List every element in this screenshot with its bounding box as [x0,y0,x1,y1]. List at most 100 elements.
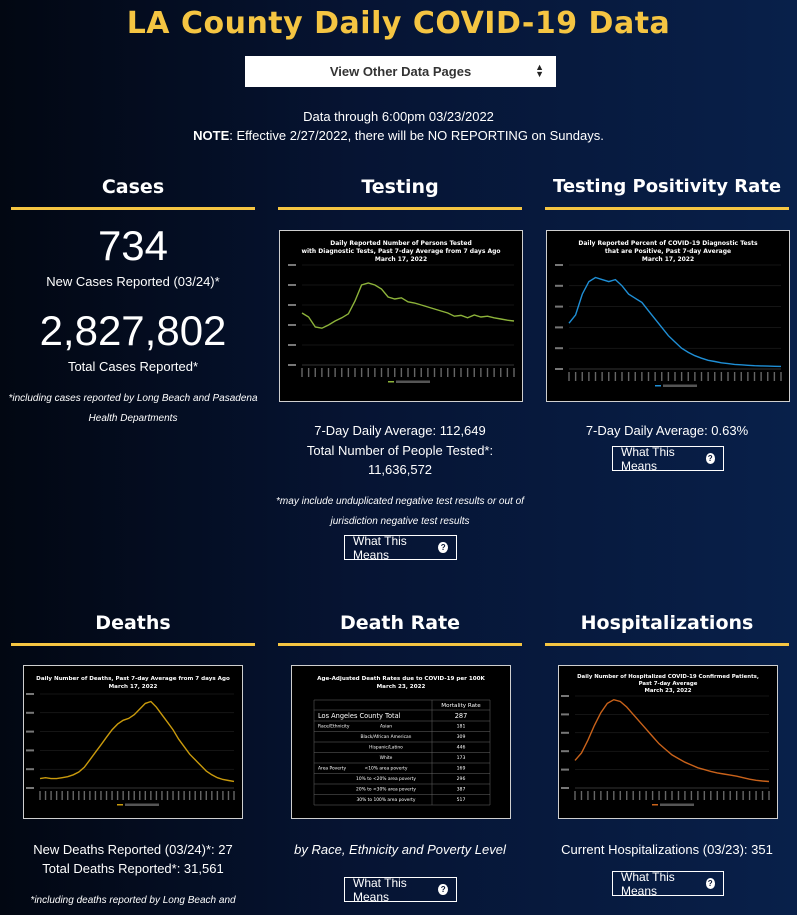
x-tick [773,372,776,381]
new-cases-label: New Cases Reported (03/24)* [46,274,220,289]
x-tick [601,372,603,381]
hosp-chart-title-2: Past 7-day Average [639,681,698,687]
x-tick [227,791,230,800]
x-tick [89,791,91,800]
hosp-what-this-means-button[interactable]: What This Means? [612,870,724,898]
button-label: What This Means [621,444,675,473]
death-rate-chart[interactable]: Age-Adjusted Death Rates due to COVID-19… [291,665,511,819]
hospitalizations-divider [545,643,789,646]
x-tick [716,791,718,800]
total-cases-value: 2,827,802 [39,307,227,354]
x-tick [83,791,86,800]
question-icon: ? [705,878,715,889]
x-tick [619,791,621,800]
x-tick [768,791,770,800]
x-tick [735,791,738,800]
y-tick [555,347,563,350]
x-tick [780,372,782,381]
x-tick [587,791,589,800]
x-tick [39,791,41,800]
legend-label [125,803,159,806]
chevron-updown-icon: ▲ ▼ [535,62,544,79]
testing-what-this-means-button[interactable]: What This Means? [344,534,457,562]
testing-chart-title-1: Daily Reported Number of Persons Tested [330,240,472,247]
x-tick [466,368,469,377]
x-tick [314,368,316,377]
y-tick [561,731,569,734]
x-tick [341,368,343,377]
y-tick [288,324,296,326]
select-label: View Other Data Pages [329,64,472,79]
x-tick [447,368,449,377]
x-tick [94,791,97,800]
x-tick [574,791,576,800]
y-tick [26,787,34,789]
x-tick [427,368,429,377]
x-tick [172,791,174,800]
x-tick [205,791,207,800]
y-tick [26,711,34,714]
death-rate-what-this-means-button[interactable]: What This Means? [344,875,457,904]
x-tick [638,791,641,800]
x-tick [61,791,63,800]
x-tick [690,791,693,800]
positivity-chart[interactable]: Daily Reported Percent of COVID-19 Diagn… [546,230,790,402]
x-tick [694,372,696,381]
question-icon: ? [438,542,448,553]
x-tick [493,368,495,377]
hospitalizations-chart[interactable]: Daily Number of Hospitalized COVID-19 Co… [558,665,778,819]
legend-swatch [652,804,658,806]
x-tick [661,372,663,381]
hosp-series-line [574,698,770,783]
positivity-chart-axes [555,264,782,387]
y-tick [561,768,569,771]
x-tick [360,368,363,377]
x-tick [697,791,699,800]
x-tick [723,791,725,800]
death-rate-chart-title-2: March 23, 2022 [377,684,426,690]
testing-chart-axes [288,264,515,383]
x-tick [387,368,389,377]
x-tick [677,791,680,800]
table-row-label: 10% to <20% area poverty [356,776,416,782]
table-group: Area Poverty [318,766,347,772]
x-tick [216,791,219,800]
x-tick [78,791,80,800]
x-tick [122,791,124,800]
x-tick [627,372,630,381]
x-tick [394,368,396,377]
x-tick [211,791,213,800]
deaths-chart[interactable]: Daily Number of Deaths, Past 7-day Avera… [23,665,243,819]
testing-chart[interactable]: Daily Reported Number of Persons Tested … [279,230,523,402]
x-tick [307,368,310,377]
x-tick [222,791,224,800]
x-tick [626,791,628,800]
y-tick [561,713,569,716]
button-label: What This Means [353,875,407,904]
x-tick [606,791,609,800]
y-tick [561,787,569,789]
x-tick [684,791,686,800]
table-row-value: 296 [457,776,466,782]
cases-heading: Cases [101,176,165,198]
table-row-label: 30% to 100% area poverty [357,797,416,803]
x-tick [664,791,667,800]
testing-divider [278,207,522,210]
x-tick [301,368,303,377]
x-tick [667,372,670,381]
table-row-label: <10% area poverty [365,766,408,772]
positivity-chart-title-3: March 17, 2022 [642,256,694,263]
y-tick [288,364,296,366]
data-pages-select[interactable]: View Other Data Pages ▲ ▼ [245,56,556,87]
x-tick [645,791,647,800]
x-tick [641,372,643,381]
death-rate-divider [278,643,522,646]
death-rate-heading: Death Rate [339,612,461,634]
y-tick [288,344,296,346]
x-tick [233,791,235,800]
x-tick [680,372,683,381]
testing-chart-title-2: with Diagnostic Tests, Past 7-day Averag… [301,248,500,255]
note-label: NOTE [193,128,230,143]
cases-divider [11,207,255,210]
positivity-what-this-means-button[interactable]: What This Means? [612,444,724,473]
